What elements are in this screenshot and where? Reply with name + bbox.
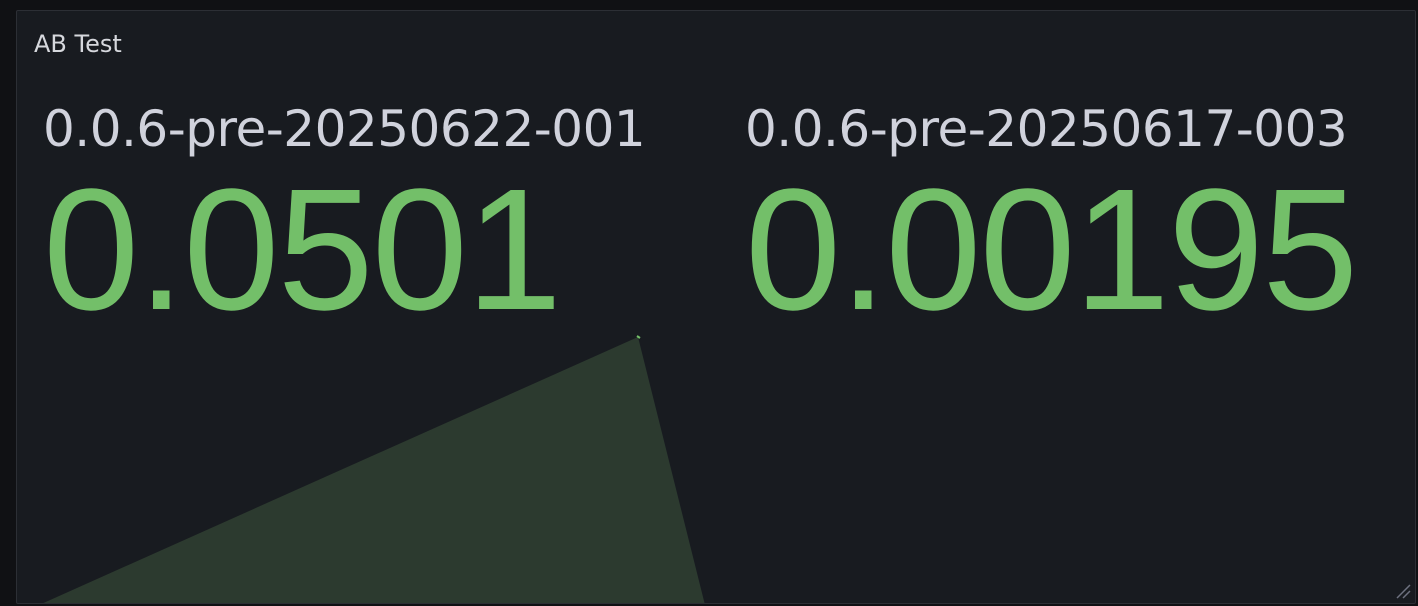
stat-item-right: 0.0.6-pre-20250617-003 0.00195 [745, 99, 1358, 346]
stat-value: 0.00195 [745, 152, 1358, 346]
panel-title[interactable]: AB Test [34, 30, 122, 58]
sparkline-area [43, 335, 705, 603]
stat-panel: AB Test 0.0.6-pre-20250622-001 0.0501 0.… [16, 10, 1416, 604]
sparkline-tick [636, 335, 641, 339]
stat-item-left: 0.0.6-pre-20250622-001 0.0501 [43, 99, 646, 346]
resize-handle-icon[interactable] [1395, 583, 1411, 599]
stat-label: 0.0.6-pre-20250622-001 [43, 100, 646, 158]
sparkline-fill [43, 337, 705, 603]
stat-label: 0.0.6-pre-20250617-003 [745, 100, 1348, 158]
stat-value: 0.0501 [43, 152, 562, 346]
